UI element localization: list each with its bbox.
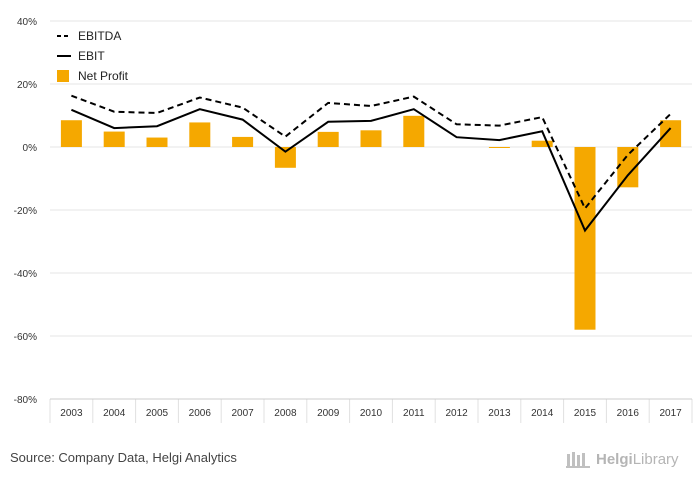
x-tick-label: 2013 [488, 408, 511, 419]
line-ebit [71, 108, 672, 233]
bar-net-profit [403, 115, 425, 147]
x-tick-label: 2012 [445, 408, 468, 419]
x-tick-label: 2008 [274, 408, 297, 419]
bars [60, 115, 682, 330]
bar-net-profit [531, 140, 553, 147]
x-tick-label: 2015 [574, 408, 597, 419]
x-tick-label: 2009 [317, 408, 340, 419]
lines [71, 94, 672, 233]
bar-net-profit [488, 147, 510, 148]
y-axis: 40% 20% 0% -20% -40% -60% -80% [14, 17, 37, 406]
legend-swatch-net-profit [57, 70, 69, 82]
x-tick-label: 2003 [60, 408, 83, 419]
bar-net-profit [103, 131, 125, 147]
logo-text-helgi: Helgi [596, 450, 633, 468]
legend: EBITDA EBIT Net Profit [57, 29, 129, 83]
helgi-library-logo: Helgi Library [566, 448, 679, 470]
x-tick-label: 2014 [531, 408, 554, 419]
legend-label: EBIT [78, 49, 105, 63]
bar-net-profit [574, 147, 596, 330]
x-tick-label: 2010 [360, 408, 383, 419]
bar-net-profit [660, 120, 682, 147]
logo-text-library: Library [632, 450, 679, 468]
x-tick-label: 2016 [617, 408, 640, 419]
bar-net-profit [360, 130, 382, 147]
y-tick-label: -20% [14, 206, 37, 217]
bar-net-profit [60, 120, 82, 147]
bar-net-profit [617, 147, 639, 188]
x-tick-label: 2006 [189, 408, 212, 419]
x-axis: 2003 2004 2005 2006 2007 2008 2009 2010 2011 2012… [49, 398, 693, 423]
x-tick-label: 2017 [659, 408, 682, 419]
x-tick-label: 2004 [103, 408, 126, 419]
y-tick-label: -80% [14, 395, 37, 406]
source-note: Source: Company Data, Helgi Analytics [10, 450, 237, 465]
bar-net-profit [189, 122, 211, 147]
y-tick-label: -60% [14, 332, 37, 343]
y-tick-label: 20% [17, 80, 37, 91]
grid [50, 20, 692, 400]
line-ebitda [71, 94, 672, 211]
bar-net-profit [274, 147, 296, 168]
legend-label: EBITDA [78, 29, 121, 43]
bar-net-profit [317, 131, 339, 147]
y-tick-label: -40% [14, 269, 37, 280]
legend-label: Net Profit [78, 69, 129, 83]
x-tick-label: 2007 [231, 408, 254, 419]
x-tick-label: 2011 [403, 408, 425, 419]
y-tick-label: 0% [23, 143, 38, 154]
chart: 40%20%0%-20%-40%-60%-80% 2003 2004 2005 200… [14, 17, 693, 423]
x-tick-label: 2005 [146, 408, 169, 419]
bar-net-profit [232, 136, 254, 147]
y-tick-label: 40% [17, 17, 37, 28]
library-icon [566, 452, 590, 468]
bar-net-profit [146, 137, 168, 147]
